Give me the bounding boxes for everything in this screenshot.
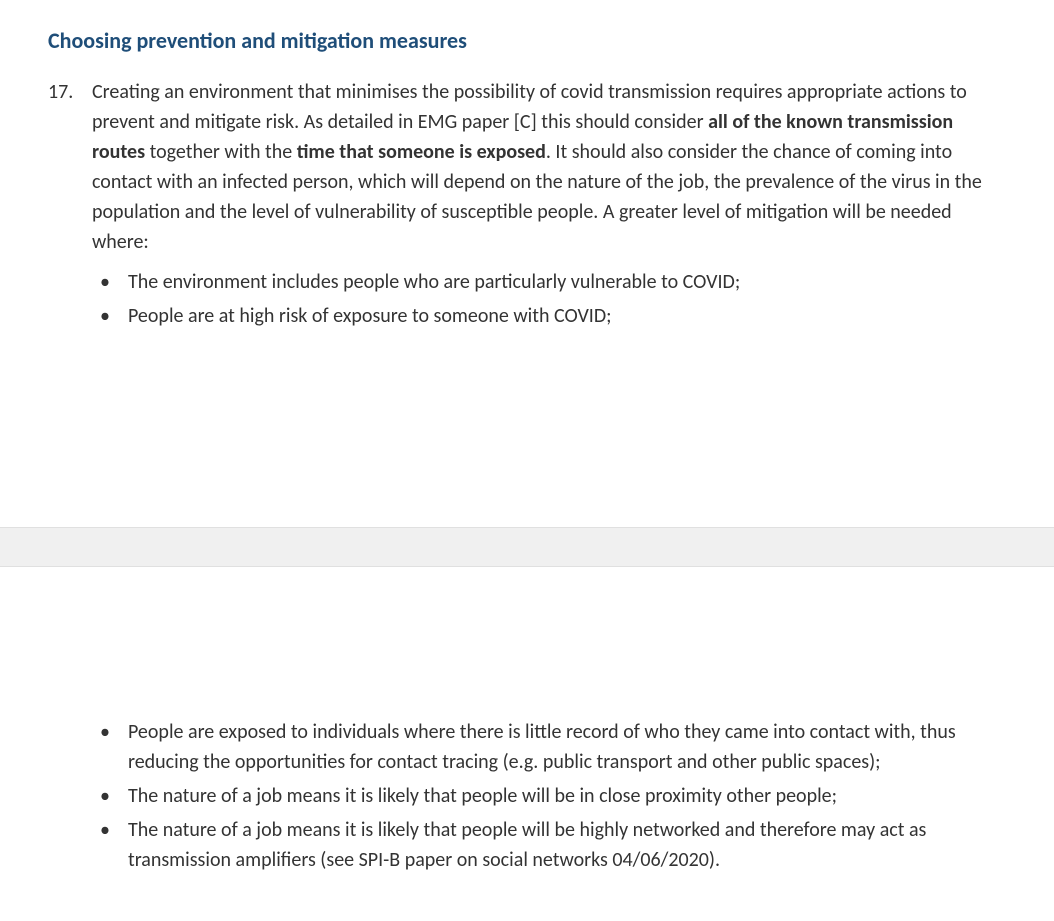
bullet-icon: • (92, 301, 128, 331)
bullet-list-page1: • The environment includes people who ar… (92, 267, 1006, 331)
list-item: • The nature of a job means it is likely… (92, 815, 1006, 875)
bullet-icon: • (92, 267, 128, 297)
paragraph-text: Creating an environment that minimises t… (92, 77, 1006, 257)
list-item: • People are exposed to individuals wher… (92, 717, 1006, 777)
section-heading: Choosing prevention and mitigation measu… (48, 24, 1006, 57)
bullet-text: The nature of a job means it is likely t… (128, 815, 1006, 875)
bullet-icon: • (92, 781, 128, 811)
page-two: • People are exposed to individuals wher… (0, 717, 1054, 903)
list-item: • The environment includes people who ar… (92, 267, 1006, 297)
bullet-icon: • (92, 815, 128, 875)
page-two-top-margin (0, 567, 1054, 717)
bullet-text: People are exposed to individuals where … (128, 717, 1006, 777)
bold-phrase-2: time that someone is exposed (297, 140, 546, 164)
bullet-icon: • (92, 717, 128, 777)
item-number: 17. (48, 77, 92, 335)
page-one: Choosing prevention and mitigation measu… (0, 0, 1054, 367)
list-item: • The nature of a job means it is likely… (92, 781, 1006, 811)
list-item: • People are at high risk of exposure to… (92, 301, 1006, 331)
bullet-text: People are at high risk of exposure to s… (128, 301, 1006, 331)
bullet-list-page2: • People are exposed to individuals wher… (92, 717, 1006, 875)
bullet-text: The nature of a job means it is likely t… (128, 781, 1006, 811)
para-text-2: together with the (145, 140, 297, 164)
numbered-item: 17. Creating an environment that minimis… (48, 77, 1006, 335)
bullet-text: The environment includes people who are … (128, 267, 1006, 297)
page-break (0, 527, 1054, 567)
page-one-bottom-margin (0, 367, 1054, 527)
item-body: Creating an environment that minimises t… (92, 77, 1006, 335)
